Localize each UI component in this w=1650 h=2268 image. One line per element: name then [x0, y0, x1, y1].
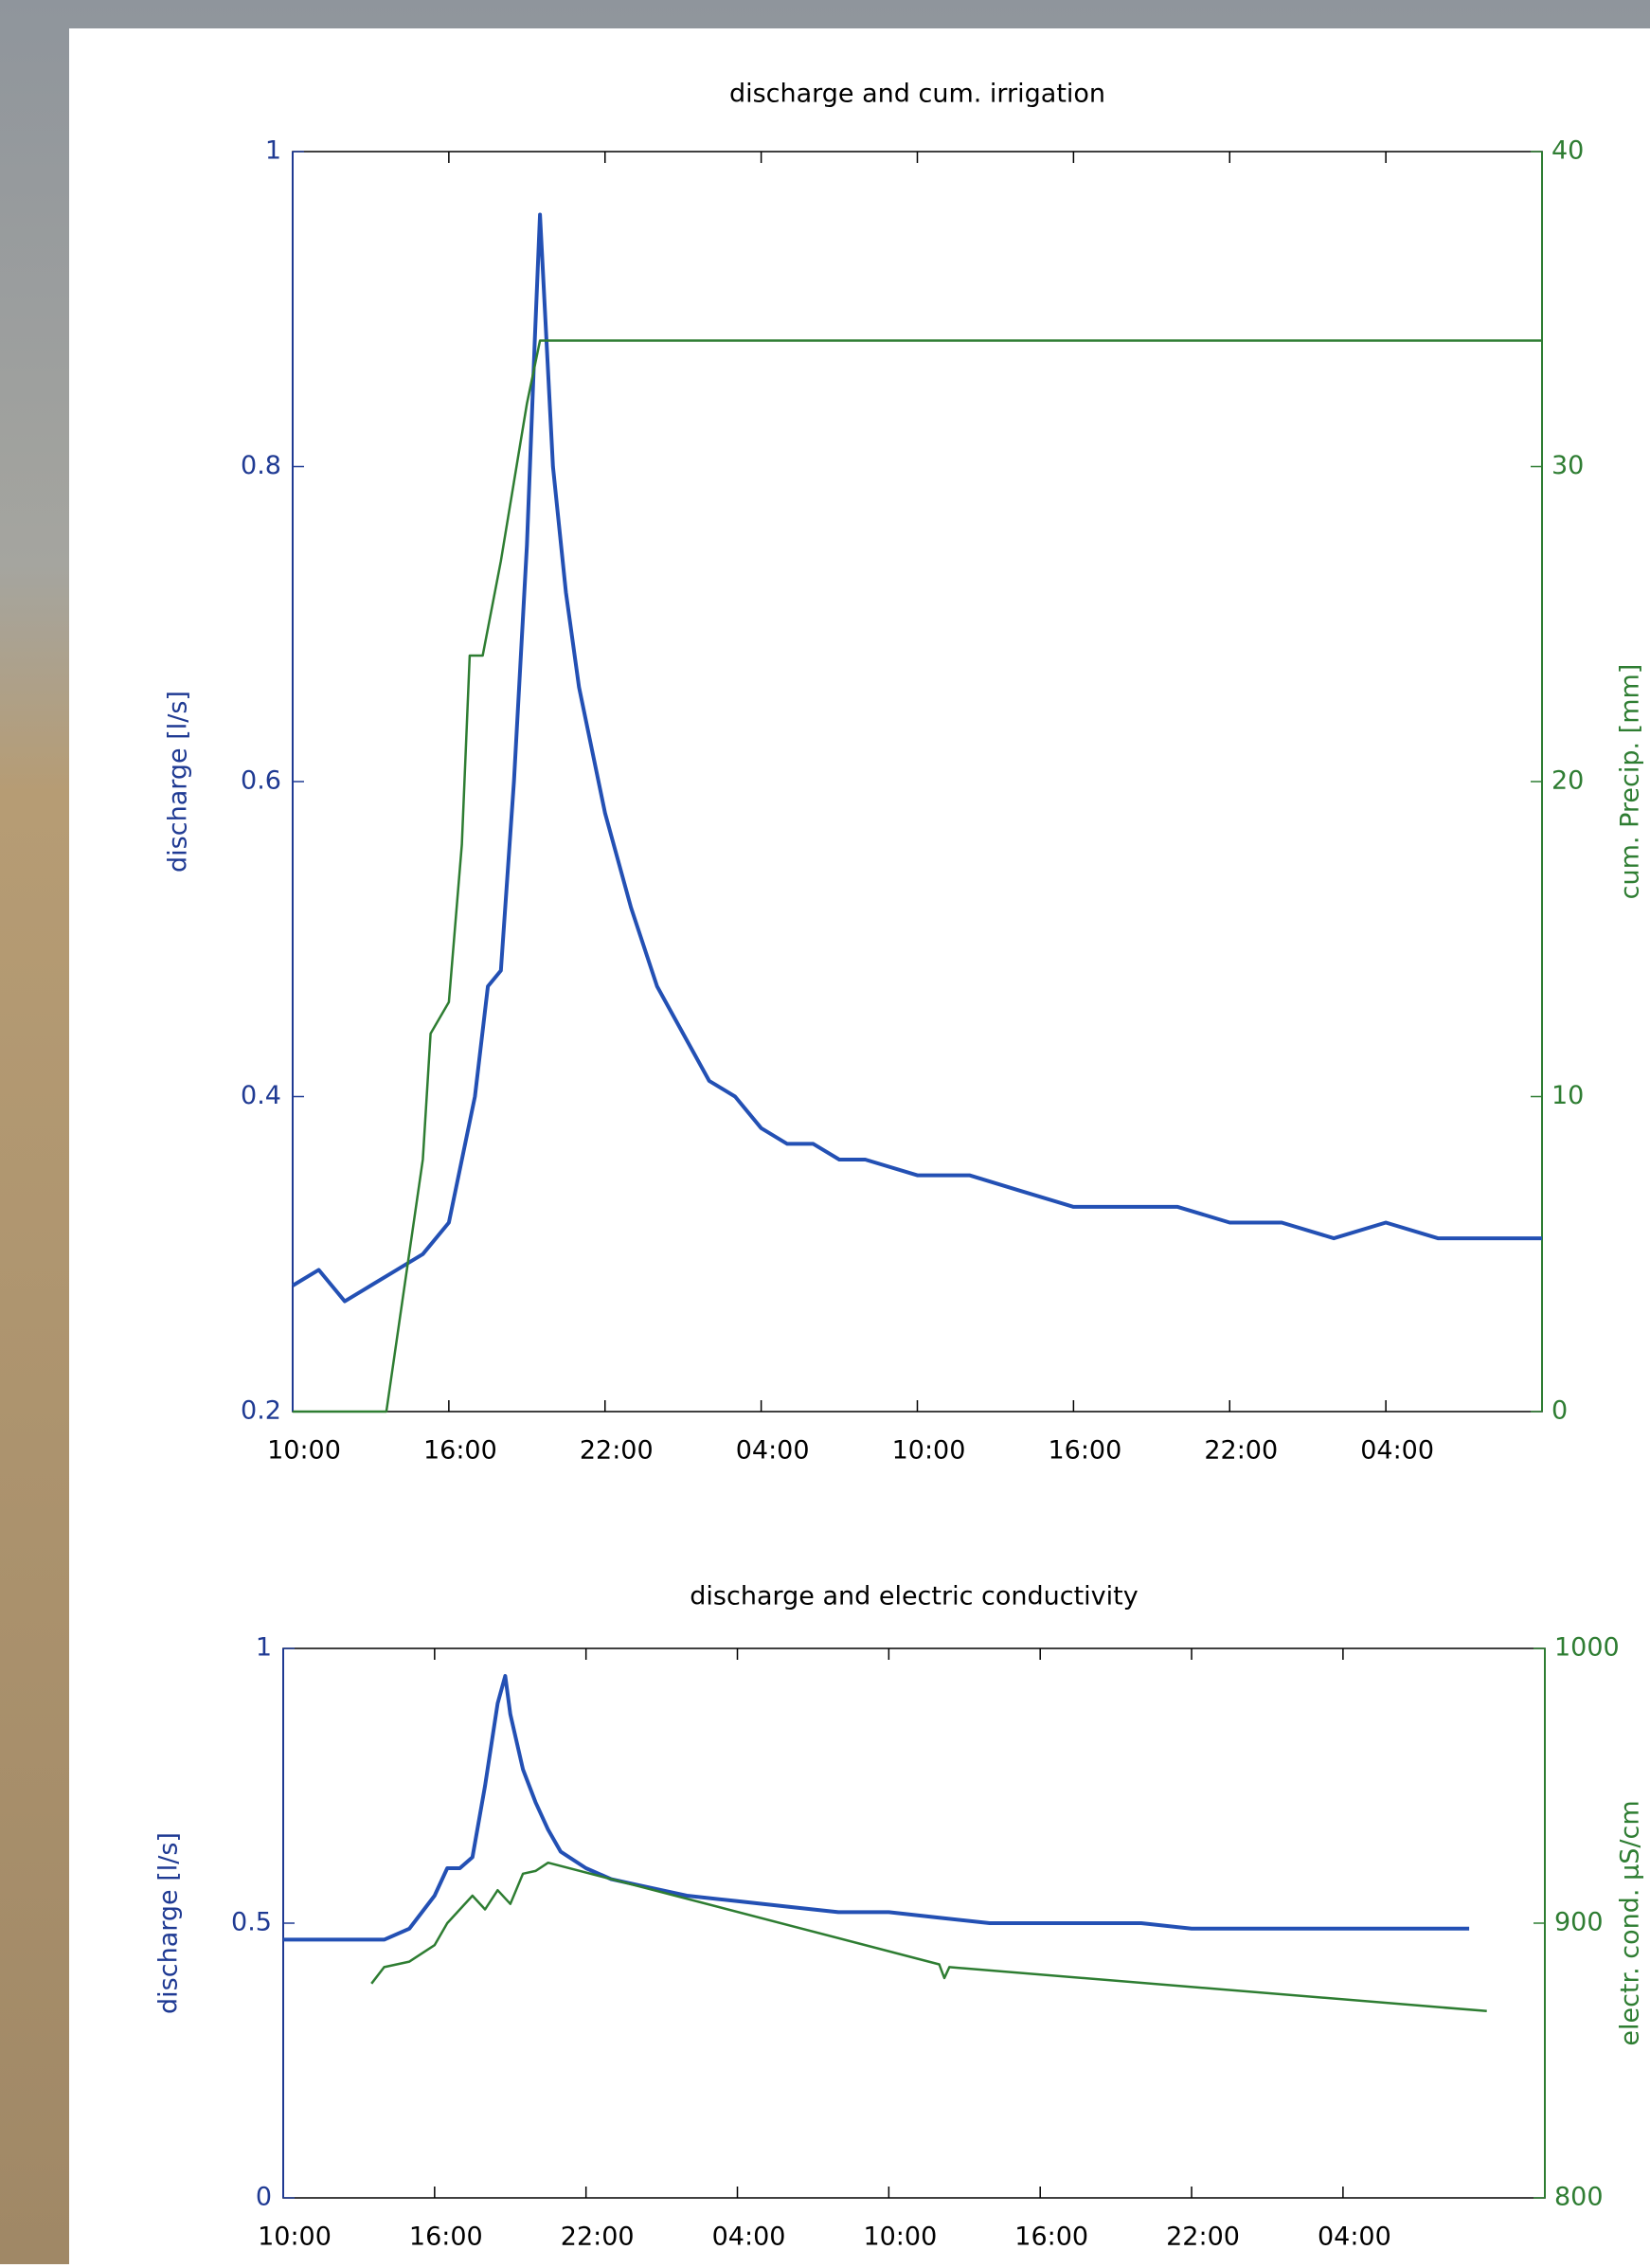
chart-title: discharge and cum. irrigation: [729, 80, 1105, 109]
x-tick-label: 04:00: [712, 2223, 786, 2252]
x-tick-label: 10:00: [892, 1436, 966, 1466]
y-tick-label: 0: [256, 2183, 272, 2212]
y-axis-label: discharge [l/s]: [154, 1832, 184, 2014]
y2-tick-label: 20: [1551, 766, 1584, 796]
x-tick-label: 22:00: [561, 2223, 635, 2252]
y2-axis-label: cum. Precip. [mm]: [1616, 664, 1645, 900]
x-tick-label: 16:00: [409, 2223, 483, 2252]
x-tick-label: 10:00: [267, 1436, 341, 1466]
y-tick-label: 0.2: [241, 1396, 281, 1426]
x-tick-label: 22:00: [580, 1436, 654, 1466]
y2-tick-label: 30: [1551, 451, 1584, 480]
y-tick-label: 1: [256, 1633, 272, 1663]
x-tick-label: 22:00: [1166, 2223, 1240, 2252]
y2-tick-label: 1000: [1554, 1633, 1620, 1663]
series-line: [291, 212, 1542, 1304]
y2-tick-label: 10: [1551, 1081, 1584, 1110]
x-tick-label: 10:00: [258, 2223, 332, 2252]
plot-area: [282, 1647, 1546, 2199]
y2-tick-label: 800: [1554, 2183, 1604, 2212]
y-tick-label: 0.5: [231, 1908, 272, 1937]
y-axis-label: discharge [l/s]: [164, 691, 193, 873]
y-tick-label: 0.6: [241, 766, 281, 796]
y2-tick-label: 40: [1551, 136, 1584, 166]
series-line: [370, 1861, 1487, 2013]
y-tick-label: 0.8: [241, 451, 281, 480]
y2-tick-label: 0: [1551, 1396, 1568, 1426]
y-tick-label: 0.4: [241, 1081, 281, 1110]
y2-tick-label: 900: [1554, 1908, 1604, 1937]
chart-title: discharge and electric conductivity: [690, 1582, 1138, 1611]
x-tick-label: 04:00: [1318, 2223, 1391, 2252]
x-tick-label: 16:00: [423, 1436, 497, 1466]
y-tick-label: 1: [265, 136, 281, 166]
x-tick-label: 04:00: [736, 1436, 810, 1466]
x-tick-label: 16:00: [1014, 2223, 1088, 2252]
y2-axis-label: electr. cond. µS/cm: [1616, 1800, 1645, 2045]
x-tick-label: 22:00: [1204, 1436, 1278, 1466]
x-tick-label: 04:00: [1360, 1436, 1434, 1466]
x-tick-label: 16:00: [1048, 1436, 1121, 1466]
plot-area: [292, 151, 1543, 1413]
series-line: [293, 339, 1542, 1413]
x-tick-label: 10:00: [863, 2223, 937, 2252]
